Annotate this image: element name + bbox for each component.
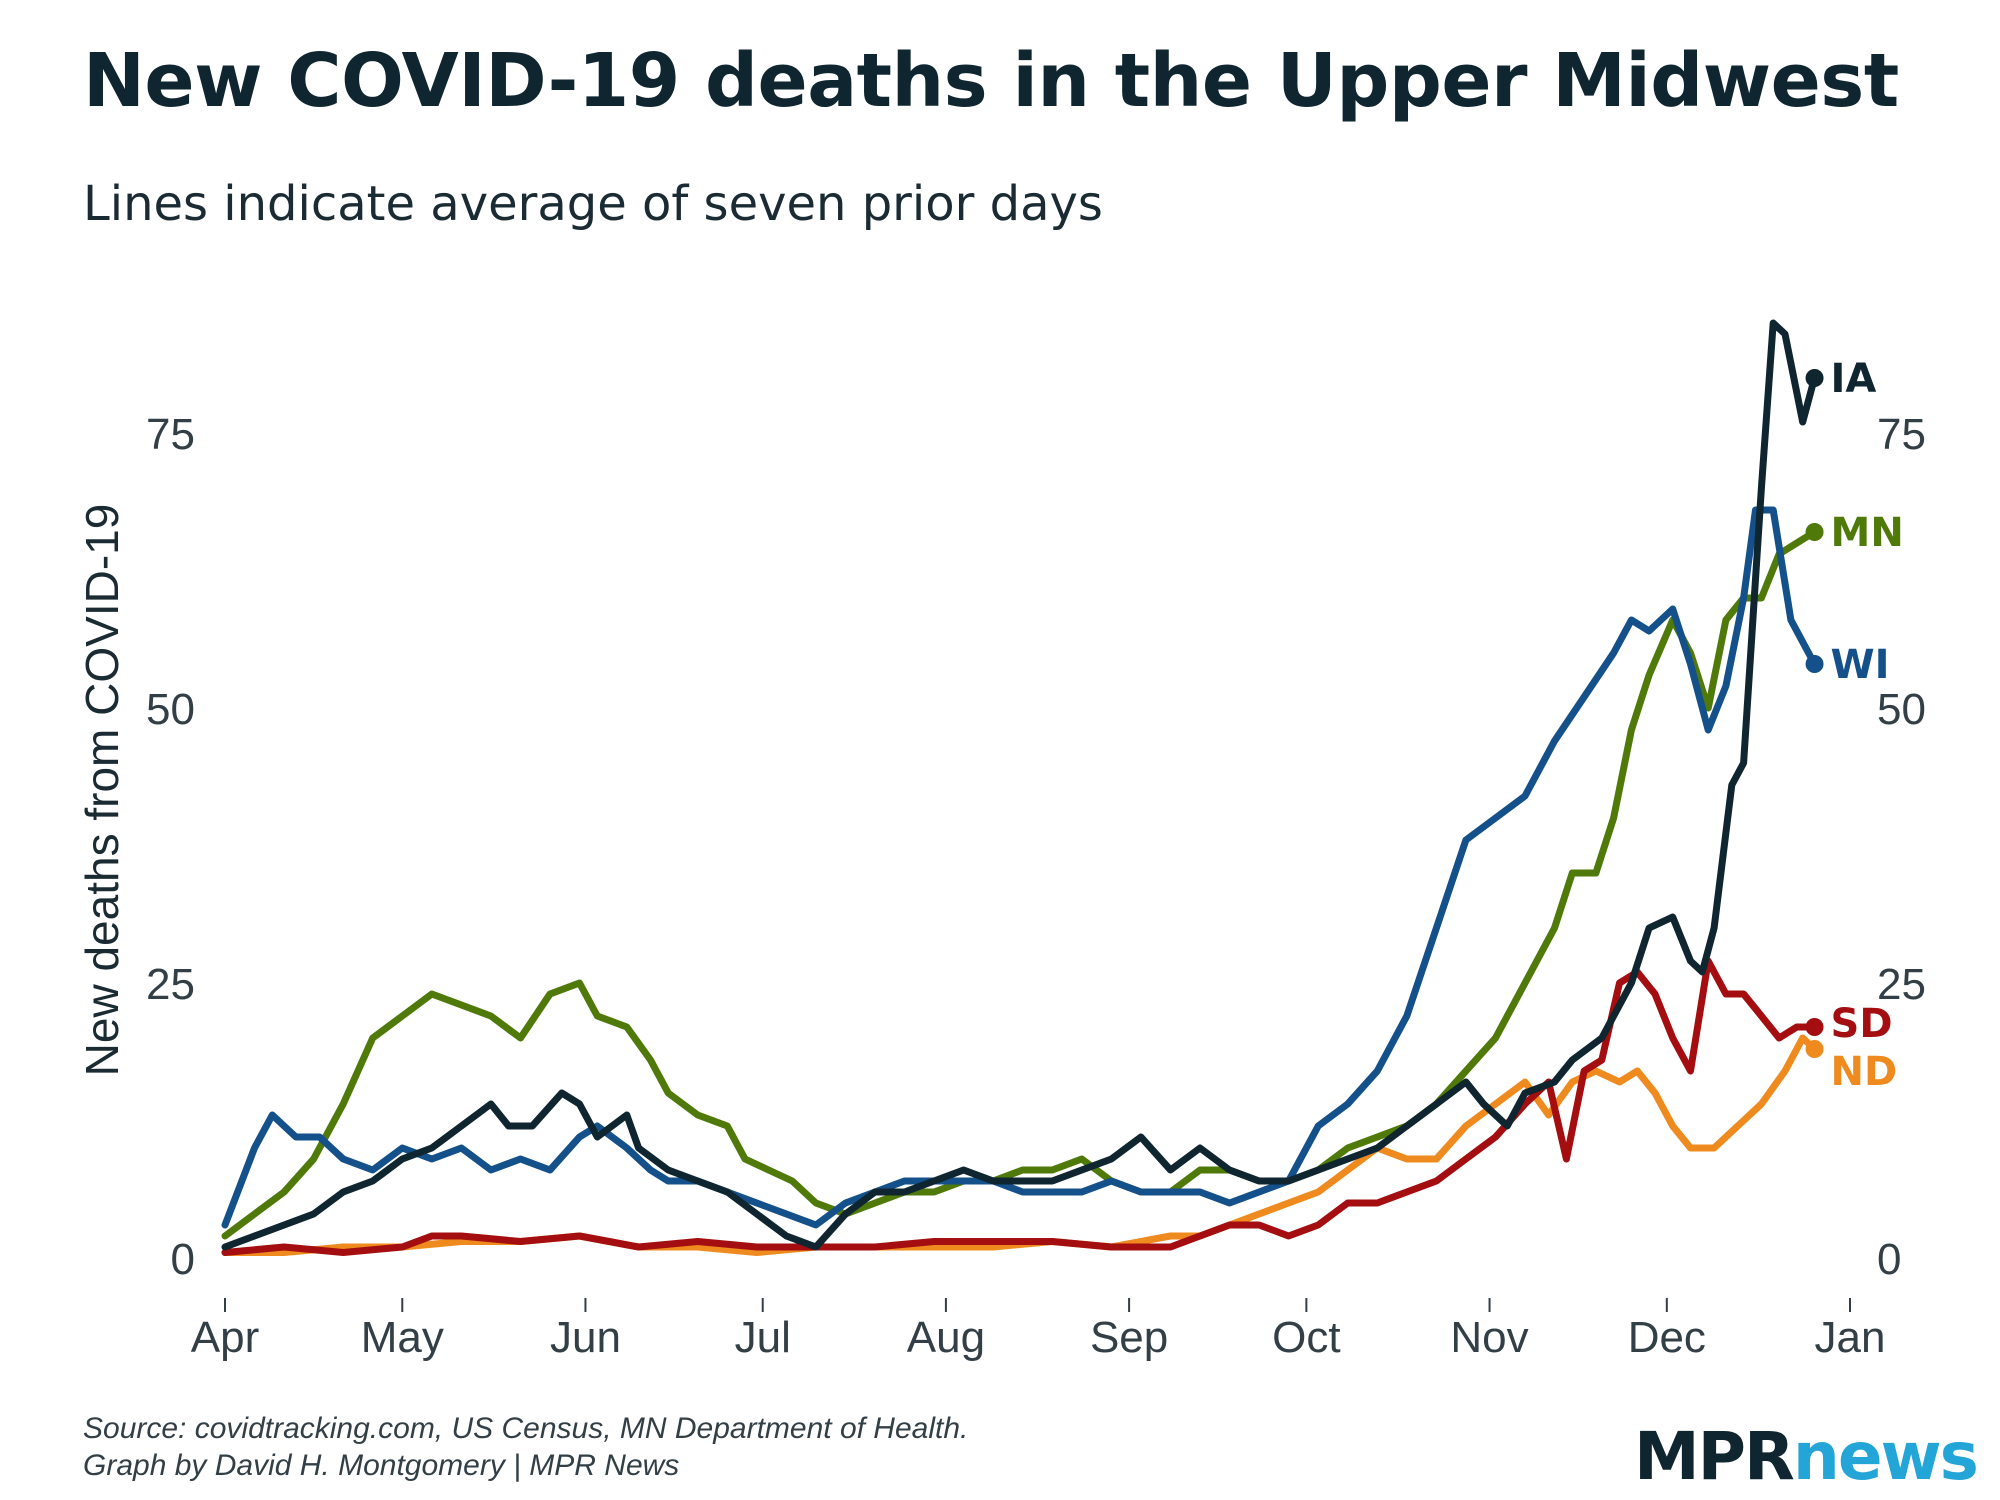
end-point-nd (1805, 1040, 1824, 1058)
logo-mpr: MPR (1634, 1418, 1795, 1495)
mpr-news-logo[interactable]: MPRnews (1634, 1418, 1979, 1495)
y-tick-right: 50 (1877, 685, 1926, 734)
source-line-1: Source: covidtracking.com, US Census, MN… (83, 1412, 969, 1445)
y-tick-right: 75 (1877, 410, 1926, 459)
x-tick-label: Oct (1272, 1313, 1340, 1362)
source-line-2: Graph by David H. Montgomery | MPR News (83, 1449, 680, 1482)
series-line-mn (221, 528, 1818, 1240)
y-tick-left: 25 (146, 960, 195, 1009)
x-tick-label: May (361, 1313, 444, 1362)
series-label-mn: MN (1831, 510, 1904, 556)
y-tick-left: 50 (146, 685, 195, 734)
series-label-wi: WI (1831, 642, 1890, 688)
logo-news: news (1792, 1418, 1979, 1495)
series-label-ia: IA (1831, 356, 1877, 402)
x-tick-label: Apr (191, 1313, 259, 1362)
series-label-sd: SD (1831, 1001, 1893, 1047)
x-tick-label: Jul (735, 1313, 791, 1362)
chart-subtitle: Lines indicate average of seven prior da… (83, 176, 1103, 232)
source-note: Source: covidtracking.com, US Census, MN… (83, 1410, 968, 1484)
line-chart: 0 0 25 25 50 50 75 75 Apr May Jun Jul Aug Sep Oct Nov De… (76, 319, 1926, 1362)
end-point-wi (1805, 655, 1824, 673)
series-line-wi (221, 506, 1818, 1229)
x-tick-label: Jan (1815, 1313, 1886, 1362)
x-tick-label: Dec (1628, 1313, 1706, 1362)
series-line-sd (221, 957, 1818, 1256)
x-tick-label: Aug (907, 1313, 985, 1362)
axis-ticks: 0 0 25 25 50 50 75 75 Apr May Jun Jul Aug Sep Oct Nov De… (146, 410, 1926, 1362)
series-line-ia (221, 319, 1818, 1251)
y-tick-left: 0 (171, 1235, 195, 1284)
y-axis-label: New deaths from COVID-19 (76, 504, 128, 1077)
series-lines (221, 319, 1818, 1256)
x-tick-label: Nov (1450, 1313, 1528, 1362)
series-label-nd: ND (1831, 1049, 1898, 1095)
x-tick-label: Jun (550, 1313, 621, 1362)
end-point-sd (1805, 1018, 1824, 1036)
x-tick-label: Sep (1090, 1313, 1168, 1362)
end-point-mn (1805, 523, 1824, 541)
y-tick-left: 75 (146, 410, 195, 459)
chart-title: New COVID-19 deaths in the Upper Midwest (83, 38, 1899, 124)
y-tick-right: 0 (1877, 1235, 1901, 1284)
end-point-ia (1805, 369, 1824, 387)
y-tick-right: 25 (1877, 960, 1926, 1009)
